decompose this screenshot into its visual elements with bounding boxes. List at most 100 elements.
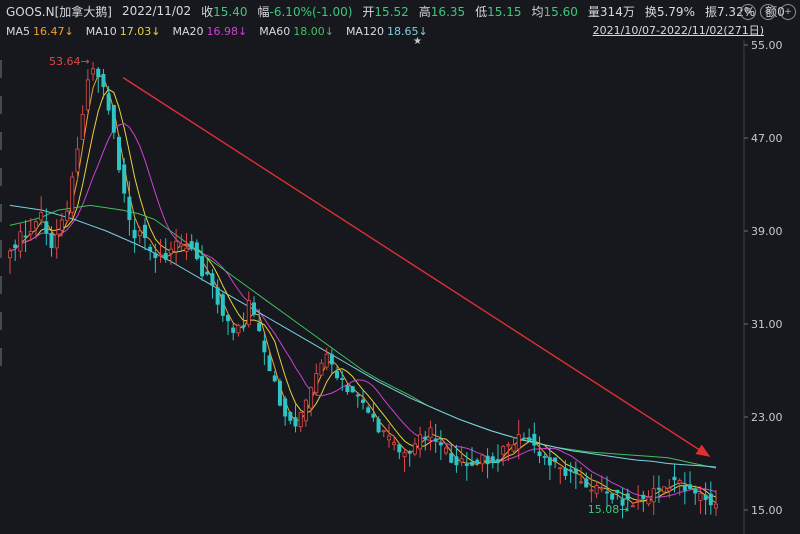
candle-body bbox=[672, 476, 677, 481]
candle-body bbox=[703, 494, 708, 500]
quote-header: GOOS.N[加拿大鹅] 2022/11/02 收15.40 幅-6.10%(-… bbox=[0, 0, 800, 22]
candle-body bbox=[174, 240, 179, 252]
candle-body bbox=[376, 418, 381, 433]
candle-body bbox=[257, 322, 262, 332]
candle-body bbox=[340, 378, 345, 381]
date-range[interactable]: 2021/10/07-2022/11/02(271日) bbox=[592, 24, 764, 37]
side-tab[interactable] bbox=[0, 276, 8, 294]
candle-body bbox=[132, 229, 137, 239]
candle-body bbox=[667, 487, 672, 492]
candle-body bbox=[298, 412, 303, 428]
candle-body bbox=[350, 386, 355, 393]
candle-body bbox=[625, 493, 630, 500]
side-tab[interactable] bbox=[0, 132, 8, 150]
candle-body bbox=[397, 444, 402, 453]
candle-body bbox=[80, 113, 85, 140]
ma-legend: MA5 16.47↓ MA10 17.03↓ MA20 16.98↓ MA60 18.00↓ M… bbox=[0, 22, 800, 40]
candle-body bbox=[70, 176, 75, 213]
candle-body bbox=[708, 493, 713, 506]
candle-body bbox=[563, 467, 568, 476]
candle-body bbox=[142, 224, 147, 239]
candle-body bbox=[283, 398, 288, 417]
candle-body bbox=[106, 93, 111, 111]
candle-body bbox=[96, 68, 101, 78]
candle-body bbox=[28, 231, 33, 235]
candle-body bbox=[620, 499, 625, 506]
candle-body bbox=[714, 503, 719, 509]
candle-body bbox=[246, 300, 251, 326]
side-tab[interactable] bbox=[0, 204, 8, 222]
candle-body bbox=[490, 456, 495, 464]
candle-body bbox=[39, 212, 44, 221]
ma5-line bbox=[9, 74, 717, 504]
side-tab[interactable] bbox=[0, 312, 8, 330]
candle-body bbox=[412, 443, 417, 455]
candle-body bbox=[604, 491, 609, 494]
zoom-out-icon[interactable]: − bbox=[760, 4, 776, 20]
high-price-label: 53.64→ bbox=[49, 55, 90, 68]
candle-body bbox=[444, 447, 449, 454]
candle-body bbox=[547, 457, 552, 466]
ma-item-ma20: MA20 16.98↓ bbox=[172, 24, 248, 38]
candle-body bbox=[314, 372, 319, 393]
candle-body bbox=[205, 271, 210, 275]
candle-body bbox=[641, 494, 646, 499]
side-tab[interactable] bbox=[0, 348, 8, 366]
candle-body bbox=[288, 412, 293, 421]
candle-body bbox=[366, 407, 371, 413]
candle-body bbox=[594, 485, 599, 494]
candle-body bbox=[158, 254, 163, 257]
candle-body bbox=[579, 481, 584, 484]
candle-body bbox=[44, 221, 49, 234]
candle-body bbox=[521, 437, 526, 440]
annotations: 53.64→ 15.08→ bbox=[49, 55, 711, 516]
side-tab[interactable] bbox=[0, 168, 8, 186]
candle-body bbox=[329, 354, 334, 365]
candle-body bbox=[226, 314, 231, 322]
candle-body bbox=[537, 451, 542, 457]
candle-body bbox=[272, 375, 277, 382]
candle-body bbox=[319, 362, 324, 376]
candle-body bbox=[293, 417, 298, 427]
candle-body bbox=[355, 394, 360, 397]
candle-body bbox=[75, 148, 80, 173]
turnover-field: 换5.79% bbox=[644, 4, 695, 19]
candle-body bbox=[433, 438, 438, 442]
ma20-line bbox=[9, 122, 717, 498]
candle-body bbox=[646, 496, 651, 505]
candle-body bbox=[516, 434, 521, 450]
candle-body bbox=[558, 467, 563, 470]
candle-body bbox=[13, 244, 18, 249]
candle-body bbox=[324, 353, 329, 368]
candle-body bbox=[267, 355, 272, 372]
candle-body bbox=[630, 505, 635, 508]
low-price-label: 15.08→ bbox=[588, 503, 629, 516]
side-tab[interactable] bbox=[0, 240, 8, 258]
ticker-label[interactable]: GOOS.N[加拿大鹅] bbox=[6, 4, 112, 19]
candle-body bbox=[553, 457, 558, 462]
candle-body bbox=[599, 487, 604, 490]
candle-body bbox=[688, 484, 693, 489]
candles bbox=[7, 61, 719, 519]
candle-body bbox=[360, 399, 365, 403]
candle-body bbox=[662, 486, 667, 493]
candle-body bbox=[677, 480, 682, 484]
side-tab[interactable] bbox=[0, 60, 8, 78]
settings-icon[interactable]: ⚙ bbox=[740, 4, 756, 20]
y-tick-label: 23.00 bbox=[751, 411, 783, 424]
candle-body bbox=[54, 233, 59, 249]
candle-body bbox=[428, 427, 433, 439]
candle-body bbox=[220, 294, 225, 316]
candle-body bbox=[117, 136, 122, 171]
side-tab[interactable] bbox=[0, 96, 8, 114]
candle-body bbox=[85, 79, 90, 111]
candle-body bbox=[615, 489, 620, 494]
zoom-in-icon[interactable]: + bbox=[780, 4, 796, 20]
close-field: 收15.40 bbox=[201, 4, 248, 19]
candle-body bbox=[215, 287, 220, 305]
candle-body bbox=[449, 453, 454, 463]
candle-body bbox=[423, 436, 428, 439]
candle-body bbox=[7, 250, 12, 259]
candle-body bbox=[179, 243, 184, 247]
